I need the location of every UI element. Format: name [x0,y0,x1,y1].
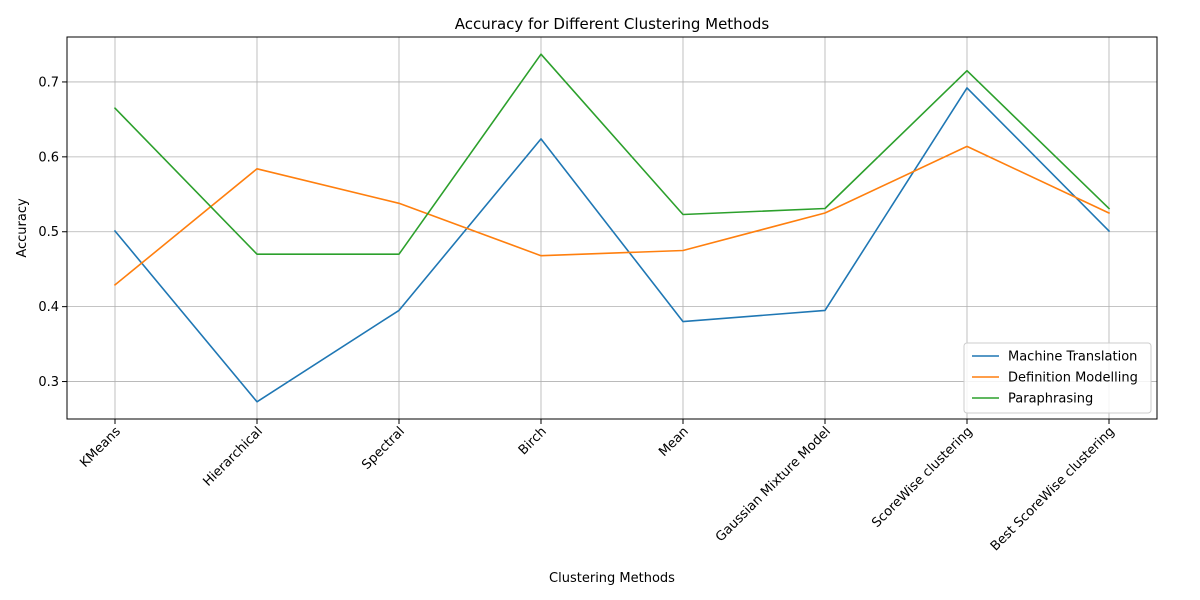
legend-box [963,342,1152,414]
chart-title: Accuracy for Different Clustering Method… [455,15,770,33]
legend-label: Definition Modelling [1008,371,1138,386]
series-lines [113,53,1111,403]
y-axis-title: Accuracy [15,198,30,258]
y-tick-label: 0.4 [38,300,59,315]
plot-area-frame [66,36,1158,420]
x-axis-title: Clustering Methods [549,571,675,586]
y-axis-ticks: 0.3 0.4 0.5 0.6 0.7 [38,75,67,390]
grid-lines [67,37,1157,419]
series-line-2 [113,53,1111,255]
legend-label: Paraphrasing [1008,392,1093,407]
y-tick-label: 0.7 [38,75,59,90]
legend: Machine Translation Definition Modelling P… [963,342,1152,414]
y-tick-label: 0.5 [38,225,59,240]
y-tick-label: 0.6 [38,150,59,165]
legend-label: Machine Translation [1008,350,1137,365]
series-line-0 [113,87,1111,403]
y-tick-label: 0.3 [38,375,59,390]
series-line-1 [113,145,1111,287]
